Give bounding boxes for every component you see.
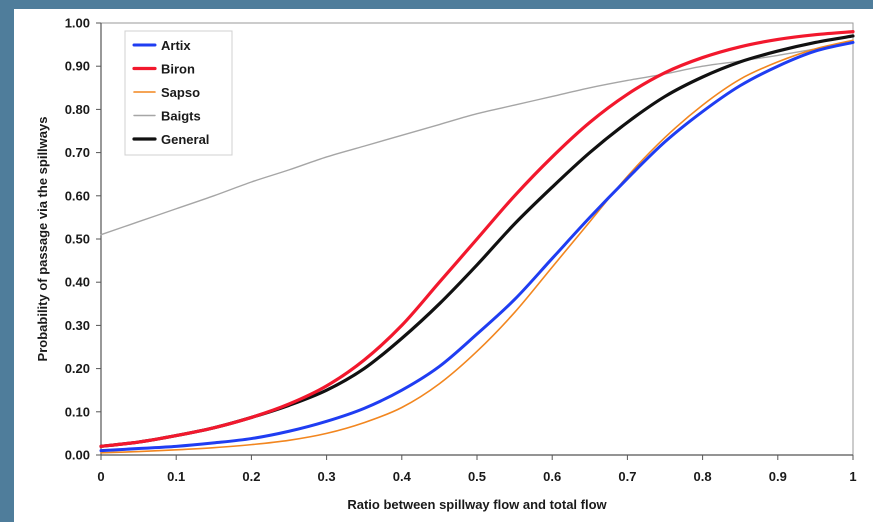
x-tick-label: 0.6 bbox=[543, 469, 561, 484]
series-line-biron bbox=[99, 30, 855, 448]
y-tick-label: 0.00 bbox=[65, 448, 90, 463]
x-tick-label: 0.5 bbox=[468, 469, 486, 484]
series-lines bbox=[99, 30, 855, 454]
y-axis-ticks: 0.00 0.10 0.20 0.30 0.40 0.50 0.60 0.70 0.80 0.90… bbox=[65, 16, 101, 463]
x-tick-label: 0.7 bbox=[618, 469, 636, 484]
y-tick-label: 1.00 bbox=[65, 16, 90, 31]
x-tick-label: 0.8 bbox=[694, 469, 712, 484]
y-tick-label: 0.60 bbox=[65, 188, 90, 203]
y-tick-label: 0.30 bbox=[65, 318, 90, 333]
x-tick-label: 1 bbox=[849, 469, 856, 484]
x-tick-label: 0.3 bbox=[318, 469, 336, 484]
legend-label-general: General bbox=[161, 132, 209, 147]
y-axis-title: Probability of passage via the spillways bbox=[35, 117, 50, 362]
y-tick-label: 0.20 bbox=[65, 361, 90, 376]
y-tick-label: 0.10 bbox=[65, 404, 90, 419]
y-tick-label: 0.70 bbox=[65, 145, 90, 160]
y-tick-label: 0.90 bbox=[65, 59, 90, 74]
legend-box bbox=[124, 30, 233, 156]
legend-label-baigts: Baigts bbox=[161, 109, 201, 124]
legend-label-biron: Biron bbox=[161, 62, 195, 77]
series-line-sapso bbox=[100, 39, 854, 454]
chart-frame: 0.00 0.10 0.20 0.30 0.40 0.50 0.60 0.70 0.80 0.90… bbox=[14, 9, 873, 522]
y-tick-label: 0.80 bbox=[65, 102, 90, 117]
x-axis-title: Ratio between spillway flow and total fl… bbox=[347, 497, 607, 512]
y-tick-label: 0.40 bbox=[65, 275, 90, 290]
x-tick-label: 0.2 bbox=[242, 469, 260, 484]
passage-probability-chart: 0.000.100.200.300.400.500.600.700.800.90… bbox=[35, 16, 857, 513]
x-axis-ticks: 0 0.1 0.2 0.3 0.4 0.5 0.6 0.7 0.8 0.9 1 bbox=[97, 455, 857, 484]
legend: Artix Biron Sapso Baigts General bbox=[124, 30, 233, 156]
series-line-artix bbox=[99, 40, 855, 453]
x-tick-label: 0.9 bbox=[769, 469, 787, 484]
x-tick-label: 0.1 bbox=[167, 469, 185, 484]
series-line-baigts bbox=[100, 41, 854, 236]
legend-label-sapso: Sapso bbox=[161, 85, 200, 100]
x-tick-label: 0.4 bbox=[393, 469, 412, 484]
y-tick-label: 0.50 bbox=[65, 232, 90, 247]
x-tick-label: 0 bbox=[97, 469, 104, 484]
legend-label-artix: Artix bbox=[161, 38, 191, 53]
